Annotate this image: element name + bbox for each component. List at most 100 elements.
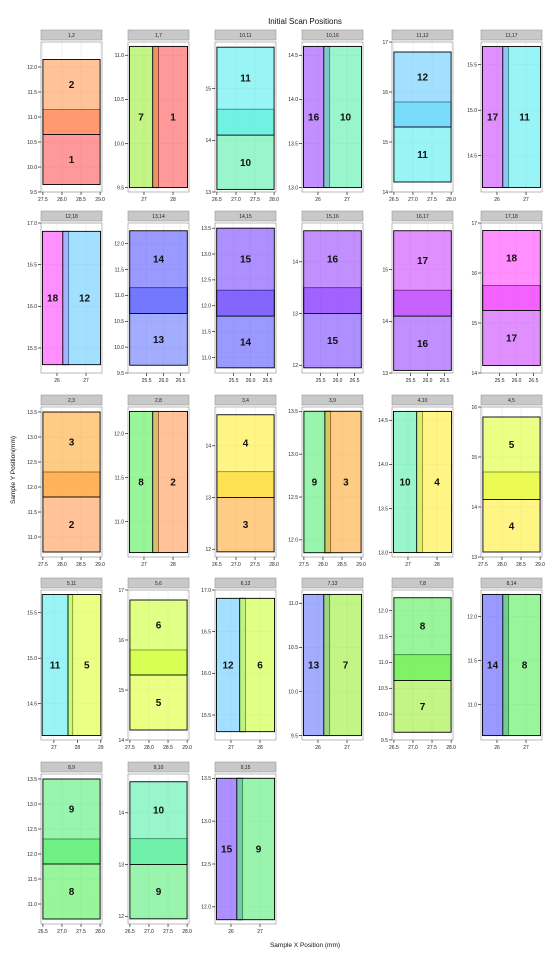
y-tick-label: 10.0 <box>378 712 388 718</box>
facet-panel: 8,14 14 8 26 27 11.0 11.5 12.0 <box>467 577 543 751</box>
x-tick-label: 27.0 <box>144 929 154 935</box>
y-tick-label: 15.5 <box>27 611 37 617</box>
y-tick-label: 12.5 <box>27 460 37 466</box>
y-tick-label: 13.5 <box>288 141 298 147</box>
x-tick-label: 26.5 <box>350 378 360 384</box>
y-tick-label: 17 <box>382 40 388 46</box>
y-tick-label: 12.5 <box>288 495 298 501</box>
region-label-18: 18 <box>47 294 59 305</box>
scan-region-7 <box>323 593 362 737</box>
facet-panel: 11,17 17 11 26 27 14.5 15.0 15.5 <box>467 29 543 203</box>
y-tick-label: 13.5 <box>288 409 298 415</box>
x-tick-label: 28 <box>257 745 263 751</box>
y-tick-label: 14.5 <box>378 418 388 424</box>
facet-panel: 3,9 9 3 27.5 28.0 28.5 29.0 12.0 12.5 13.0 13.5 <box>288 394 366 568</box>
region-label-12: 12 <box>79 294 91 305</box>
facet-strip-label: 3,4 <box>242 398 249 404</box>
facet-strip-label: 3,9 <box>329 398 336 404</box>
plot-frame <box>40 773 103 925</box>
facet-panel: 4,5 4 5 27.5 28.0 28.5 29.0 13 14 15 16 <box>471 394 545 568</box>
region-label-10: 10 <box>400 478 412 489</box>
facet-panel: 9,10 9 10 26.5 27.0 27.5 28.0 12 13 14 <box>118 761 192 935</box>
facet-strip-label: 2,3 <box>68 398 75 404</box>
facet-panel: 7,13 13 7 26 27 9.5 10.0 10.5 11.0 <box>288 577 364 751</box>
y-tick-label: 16.5 <box>201 629 211 635</box>
x-tick-label: 26.5 <box>125 929 135 935</box>
y-tick-label: 9.5 <box>117 185 124 191</box>
scan-region-6 <box>239 597 275 733</box>
x-tick-label: 27 <box>51 745 57 751</box>
x-tick-label: 25.5 <box>316 378 326 384</box>
x-tick-label: 25.5 <box>142 378 152 384</box>
x-tick-label: 26 <box>315 197 321 203</box>
facet-strip <box>480 577 543 589</box>
facet-strip <box>127 394 190 406</box>
y-tick-label: 11.5 <box>468 658 478 664</box>
facet-strip <box>214 761 277 773</box>
facet-strip <box>301 210 364 222</box>
scan-region-9 <box>236 777 275 921</box>
facet-strip <box>127 761 190 773</box>
x-tick-label: 27 <box>523 197 529 203</box>
region-label-2: 2 <box>69 520 75 531</box>
y-tick-label: 13.5 <box>201 226 211 232</box>
scan-region-17 <box>393 230 452 317</box>
y-tick-label: 13 <box>292 311 298 317</box>
x-tick-label: 27.5 <box>427 197 437 203</box>
facet-strip <box>214 210 277 222</box>
y-tick-label: 11.0 <box>115 53 125 59</box>
y-tick-label: 16.0 <box>201 671 211 677</box>
scan-region-11 <box>502 46 541 188</box>
x-tick-label: 29.0 <box>95 197 105 203</box>
region-label-4: 4 <box>509 521 515 532</box>
facet-strip <box>127 577 190 589</box>
y-tick-label: 11.0 <box>28 115 38 121</box>
y-tick-label: 13.0 <box>201 252 211 258</box>
region-label-8: 8 <box>138 478 144 489</box>
y-tick-label: 12.0 <box>114 431 124 437</box>
y-tick-label: 10.0 <box>114 345 124 351</box>
region-label-16: 16 <box>327 255 339 266</box>
y-tick-label: 12.0 <box>27 485 37 491</box>
region-label-11: 11 <box>519 113 530 124</box>
y-tick-label: 12 <box>292 363 298 369</box>
y-tick-label: 13.0 <box>378 550 388 556</box>
region-label-4: 4 <box>434 478 440 489</box>
x-axis-title: Sample X Position (mm) <box>270 942 340 949</box>
scan-region-5 <box>482 416 541 500</box>
scan-region-10 <box>129 781 188 865</box>
region-label-7: 7 <box>138 113 144 124</box>
plot-frame <box>301 41 364 193</box>
facet-strip-label: 13,14 <box>152 214 165 220</box>
y-tick-label: 12.0 <box>27 65 37 71</box>
region-label-14: 14 <box>487 661 499 672</box>
facet-strip-label: 6,12 <box>241 581 251 587</box>
facet-strip-label: 5,6 <box>155 581 162 587</box>
y-tick-label: 11.0 <box>28 902 38 908</box>
y-tick-label: 11.5 <box>202 329 212 335</box>
facet-strip-label: 4,10 <box>418 398 428 404</box>
x-tick-label: 27 <box>228 745 234 751</box>
x-tick-label: 29.0 <box>95 562 105 568</box>
facet-strip <box>391 394 454 406</box>
region-label-12: 12 <box>417 73 429 84</box>
region-label-17: 17 <box>417 256 429 267</box>
scan-region-16 <box>303 230 362 314</box>
facet-strip-label: 1,2 <box>68 33 75 39</box>
x-tick-label: 28.0 <box>497 562 507 568</box>
y-tick-label: 10.5 <box>114 319 124 325</box>
x-tick-label: 28.0 <box>269 562 279 568</box>
y-tick-label: 12 <box>205 547 211 553</box>
y-tick-label: 11.0 <box>115 520 125 526</box>
region-label-6: 6 <box>156 621 162 632</box>
region-label-3: 3 <box>243 520 249 531</box>
plot-frame <box>480 41 543 193</box>
facet-strip <box>480 394 543 406</box>
facet-strip-label: 7,8 <box>419 581 426 587</box>
x-tick-label: 27.5 <box>250 562 260 568</box>
y-tick-label: 14 <box>471 371 477 377</box>
x-tick-label: 28.0 <box>57 562 67 568</box>
y-tick-label: 13.5 <box>201 776 211 782</box>
y-tick-label: 10.0 <box>288 689 298 695</box>
